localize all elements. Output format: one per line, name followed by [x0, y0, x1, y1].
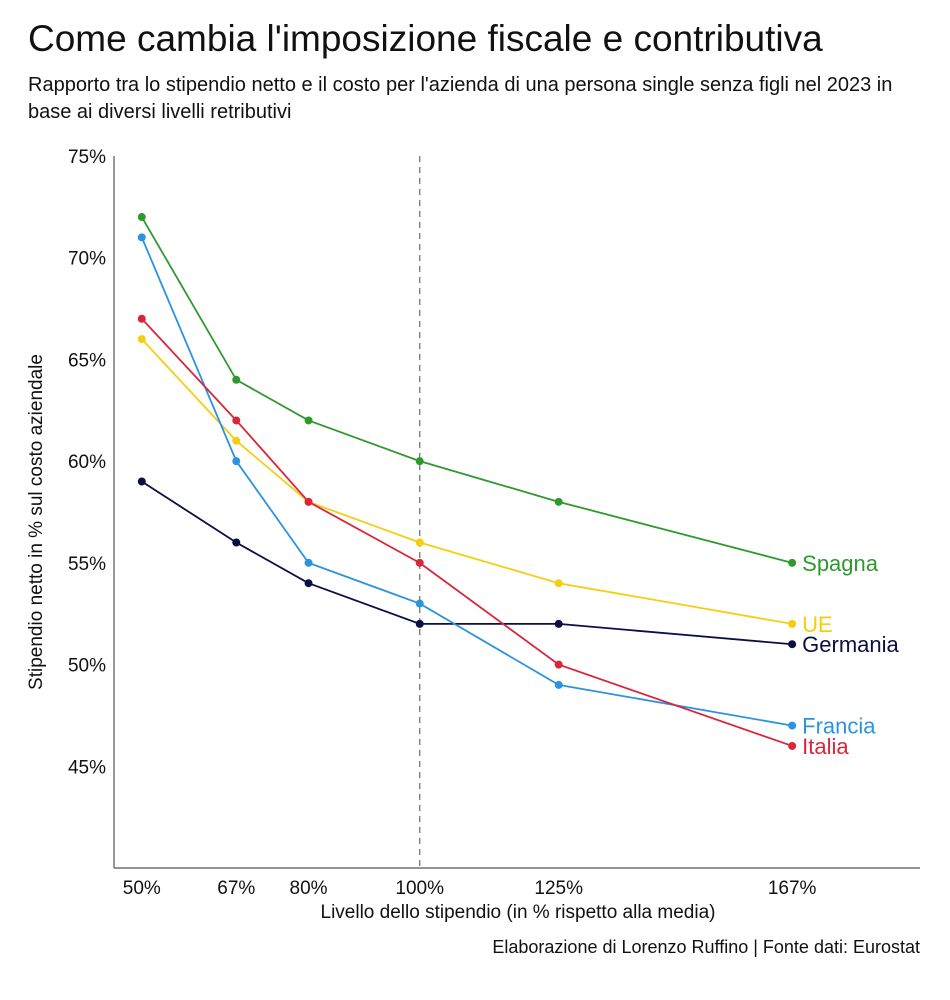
series-italia: Italia — [137, 314, 849, 759]
y-tick-label: 65% — [68, 350, 106, 371]
series-line-spagna — [141, 216, 793, 564]
series-label: Italia — [802, 734, 849, 759]
series-line-germania — [141, 480, 793, 646]
series-francia: Francia — [137, 233, 876, 739]
x-tick-label: 125% — [534, 878, 583, 899]
data-point — [788, 558, 797, 567]
data-point — [232, 416, 241, 425]
data-point — [788, 640, 797, 649]
y-axis-ticks: 45% 50% 55% 60% 65% 70% 75% — [68, 147, 106, 778]
data-point — [232, 375, 241, 384]
series-line-francia — [140, 237, 793, 727]
x-tick-label: 80% — [290, 878, 328, 899]
series-label: UE — [802, 612, 833, 637]
series-label: Spagna — [802, 551, 879, 576]
series-spagna: Spagna — [137, 213, 879, 576]
data-point — [232, 457, 241, 466]
data-point — [788, 741, 797, 750]
data-point — [137, 213, 146, 222]
data-point — [554, 619, 563, 628]
data-point — [304, 579, 313, 588]
series-line-italia — [141, 318, 793, 747]
data-point — [137, 233, 146, 242]
data-point — [415, 538, 424, 547]
series-label: Francia — [802, 714, 876, 739]
data-point — [232, 436, 241, 445]
data-point — [554, 497, 563, 506]
data-point — [415, 457, 424, 466]
y-tick-label: 60% — [68, 452, 106, 473]
y-tick-label: 50% — [68, 656, 106, 677]
x-tick-label: 167% — [768, 878, 817, 899]
source-note: Elaborazione di Lorenzo Ruffino | Fonte … — [492, 937, 920, 957]
data-point — [304, 416, 313, 425]
x-tick-label: 100% — [395, 878, 444, 899]
y-tick-label: 45% — [68, 757, 106, 778]
data-point — [415, 599, 424, 608]
chart-title: Come cambia l'imposizione fiscale e cont… — [28, 18, 823, 59]
data-point — [554, 579, 563, 588]
data-point — [415, 558, 424, 567]
data-point — [415, 619, 424, 628]
series-ue: UE — [137, 335, 833, 637]
data-point — [137, 335, 146, 344]
x-tick-label: 67% — [217, 878, 255, 899]
y-tick-label: 70% — [68, 249, 106, 270]
x-axis-label: Livello dello stipendio (in % rispetto a… — [321, 902, 716, 923]
y-tick-label: 75% — [68, 147, 106, 168]
x-axis-ticks: 50% 67% 80% 100% 125% 167% — [123, 878, 817, 899]
data-point — [304, 558, 313, 567]
data-point — [554, 680, 563, 689]
data-point — [554, 660, 563, 669]
data-point — [788, 619, 797, 628]
y-axis-label: Stipendio netto in % sul costo aziendale — [26, 354, 47, 690]
axes — [113, 156, 920, 869]
data-point — [788, 721, 797, 730]
data-point — [232, 538, 241, 547]
series-germania: Germania — [137, 477, 900, 657]
chart-subtitle: Rapporto tra lo stipendio netto e il cos… — [28, 74, 893, 123]
data-point — [137, 477, 146, 486]
data-point — [137, 314, 146, 323]
x-tick-label: 50% — [123, 878, 161, 899]
data-point — [304, 497, 313, 506]
y-tick-label: 55% — [68, 554, 106, 575]
series-label: Germania — [802, 632, 899, 657]
